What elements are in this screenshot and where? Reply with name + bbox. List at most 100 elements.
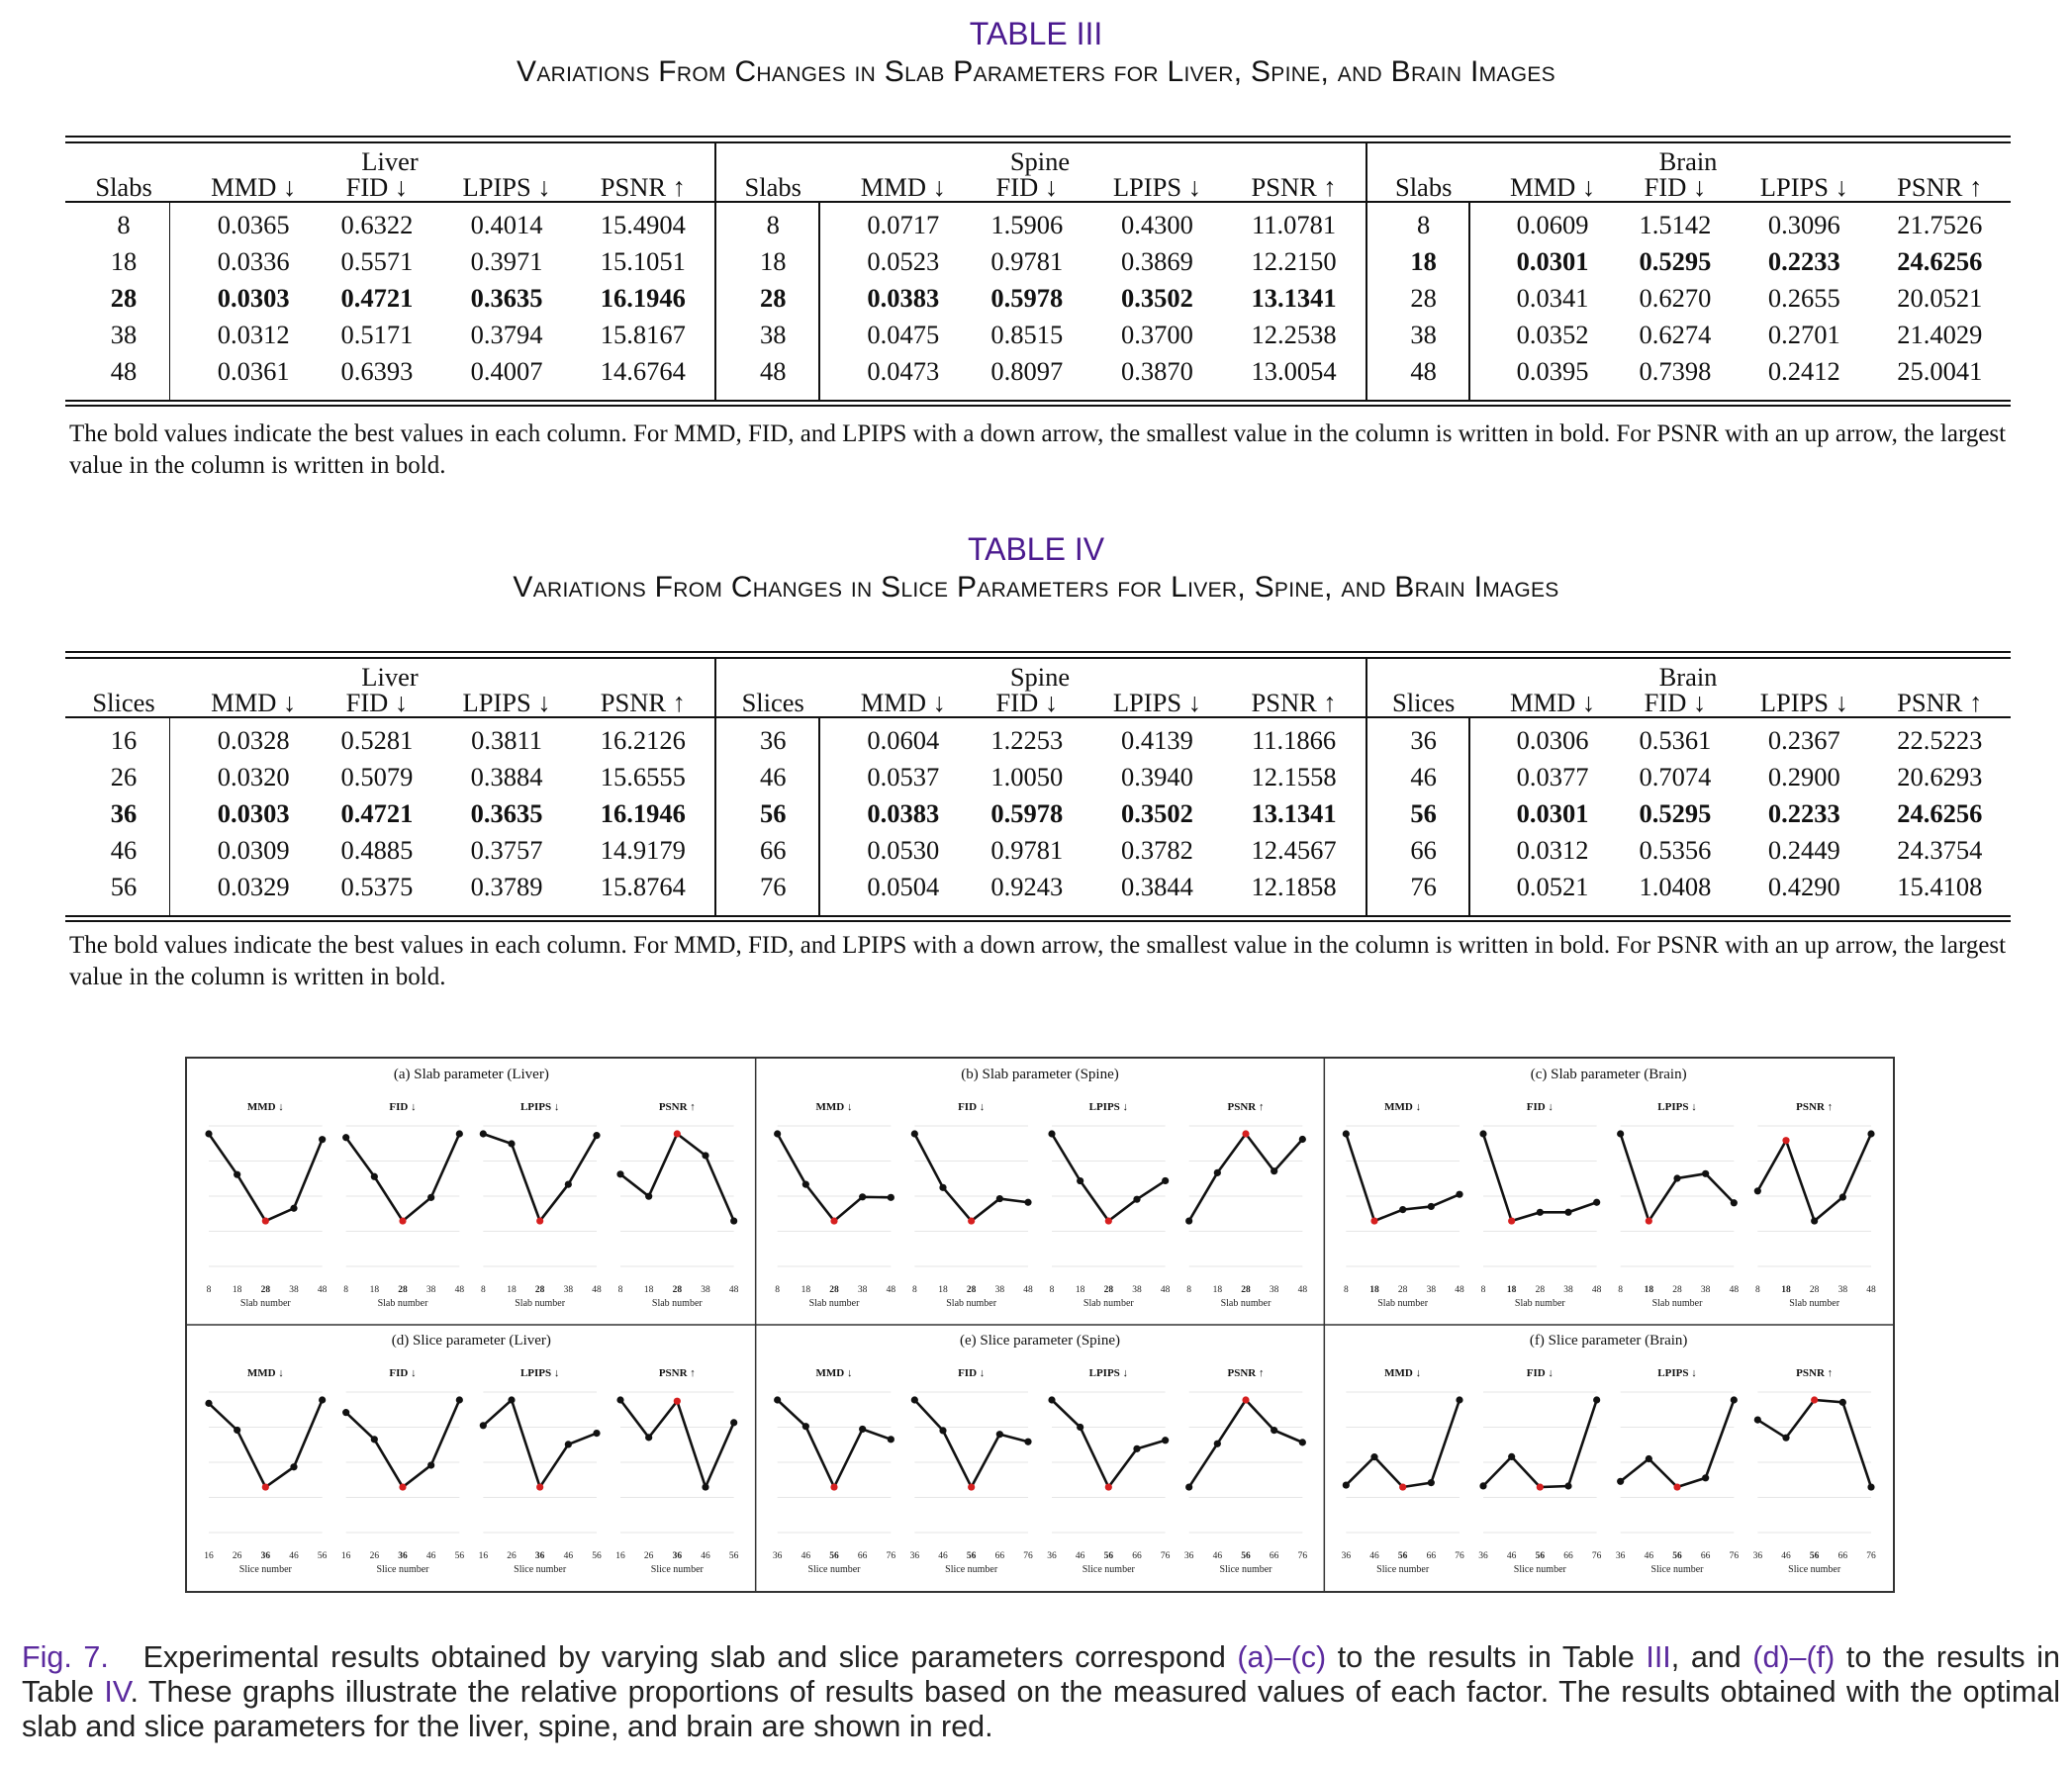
panel-title: (d) Slice parameter (Liver) [392,1333,551,1349]
x-tick-label: 8 [912,1285,917,1295]
table-cell: 36 [1410,725,1437,755]
x-tick-label: 48 [1730,1285,1740,1295]
x-tick-label: 46 [1076,1551,1085,1561]
caption-ref-table4[interactable]: IV [104,1675,131,1709]
x-tick-label: 8 [343,1285,348,1295]
x-tick-label: 18 [1507,1285,1517,1295]
x-tick-label: 18 [1369,1285,1379,1295]
caption-ref-df[interactable]: (d)–(f) [1752,1640,1836,1674]
table-cell: 0.5295 [1639,798,1712,828]
table-cell: 0.5978 [990,798,1064,828]
table-cell: 15.6555 [600,762,686,791]
caption-ref-table3[interactable]: III [1646,1640,1671,1674]
caption-ref-ac[interactable]: (a)–(c) [1237,1640,1327,1674]
column-header: Slabs [744,172,801,202]
data-point [673,1397,681,1405]
x-tick-label: 38 [426,1285,436,1295]
data-point [593,1132,601,1140]
panel-title: (a) Slab parameter (Liver) [394,1067,549,1082]
data-point [427,1461,435,1469]
data-point [593,1429,601,1438]
x-axis-label: Slice number [1083,1564,1136,1575]
table-cell: 20.6293 [1897,762,1983,791]
data-point [1702,1169,1710,1177]
data-point [1024,1198,1032,1206]
table-cell: 0.5361 [1639,725,1712,755]
column-header: LPIPS ↓ [1759,688,1848,717]
index-divider [818,201,820,401]
data-point [1811,1396,1819,1404]
table-cell: 0.0312 [217,320,290,349]
data-point [1730,1199,1738,1207]
table-cell: 0.0609 [1516,210,1589,239]
table-cell: 0.0301 [1516,798,1589,828]
table-cell: 76 [759,872,787,901]
table-cell: 0.9781 [990,835,1064,865]
data-point [910,1396,918,1404]
table4-title: Variations From Changes in Slice Paramet… [513,571,1559,604]
x-axis-label: Slice number [239,1564,293,1575]
data-point [830,1483,838,1491]
x-tick-label: 46 [1369,1551,1379,1561]
column-header: FID ↓ [345,688,409,717]
table-cell: 0.3757 [470,835,543,865]
data-point [1162,1437,1170,1444]
x-tick-label: 28 [1810,1285,1820,1295]
table-cell: 18 [110,246,138,276]
group-header-spine: Spine [1009,662,1071,692]
table-cell: 0.0717 [867,210,940,239]
x-tick-label: 36 [535,1551,545,1561]
table-cell: 0.4139 [1121,725,1193,755]
x-axis-label: Slab number [240,1298,291,1309]
data-point [887,1436,895,1443]
table-cell: 46 [1410,762,1437,791]
table-cell: 1.5142 [1639,210,1712,239]
series-line [344,1133,461,1223]
table-cell: 0.6270 [1639,283,1712,313]
series-line [1482,1399,1598,1489]
column-header: PSNR ↑ [600,172,686,202]
x-tick-label: 48 [887,1285,896,1295]
x-tick-label: 38 [564,1285,574,1295]
group-divider [714,141,716,401]
data-point [564,1441,572,1448]
x-tick-label: 16 [341,1551,351,1561]
table-cell: 28 [110,283,138,313]
table-cell: 0.0365 [217,210,290,239]
data-point [1399,1483,1407,1491]
x-tick-label: 56 [1810,1551,1820,1561]
table-cell: 0.4007 [470,356,543,386]
x-axis-label: Slice number [1514,1564,1567,1575]
x-tick-label: 48 [729,1285,739,1295]
metric-label: FID ↓ [958,1367,985,1379]
x-axis-label: Slab number [1515,1298,1565,1309]
table-cell: 25.0041 [1897,356,1983,386]
table-cell: 0.0383 [867,798,940,828]
x-tick-label: 8 [618,1285,623,1295]
group-divider [1366,141,1367,401]
metric-label: PSNR ↑ [1796,1101,1833,1113]
table-rule [65,716,2011,718]
x-tick-label: 36 [261,1551,271,1561]
table-cell: 8 [117,210,131,239]
data-point [1617,1130,1625,1138]
x-axis-label: Slab number [515,1298,565,1309]
x-tick-label: 76 [887,1551,896,1561]
group-header-spine: Spine [1009,146,1071,176]
data-point [1185,1483,1193,1491]
data-point [939,1427,947,1435]
metric-label: FID ↓ [1527,1367,1554,1379]
table-cell: 0.0341 [1516,283,1589,313]
x-axis-label: Slab number [1221,1298,1271,1309]
table-cell: 76 [1410,872,1437,901]
data-point [1593,1198,1601,1206]
column-header: Slabs [95,172,152,202]
table-cell: 0.4290 [1767,872,1840,901]
table-cell: 56 [759,798,787,828]
series-line [776,1399,892,1491]
table-cell: 14.6764 [600,356,686,386]
x-tick-label: 38 [1838,1285,1848,1295]
data-point [342,1134,350,1142]
data-point [1479,1130,1487,1138]
data-point [536,1483,544,1491]
